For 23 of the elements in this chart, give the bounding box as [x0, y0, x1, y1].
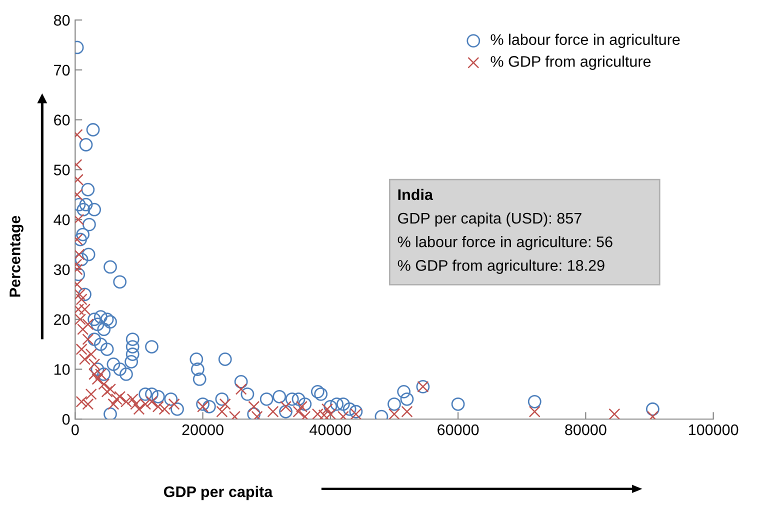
y-axis-title: Percentage: [10, 216, 24, 297]
y-tick-label: 70: [54, 64, 70, 76]
y-tick-label: 60: [54, 114, 70, 126]
y-tick-label: 20: [54, 314, 70, 326]
annotation: % labour force in agriculture: 56: [398, 236, 612, 250]
y-tick-label: 0: [62, 414, 70, 425]
y-tick-label: 10: [54, 364, 70, 375]
annotation: % GDP from agriculture: 18.29: [398, 260, 604, 274]
x-tick-label: 40000: [310, 424, 352, 436]
x-tick-label: 0: [72, 424, 79, 436]
y-tick-label: 40: [54, 214, 70, 226]
x-tick-label: 20000: [182, 424, 224, 436]
y-tick-label: 80: [54, 14, 70, 26]
y-tick-label: 30: [54, 264, 70, 276]
legend-label: % labour force in agriculture: [490, 34, 680, 48]
x-axis-title: GDP per capita: [164, 486, 273, 500]
x-tick-label: 60000: [438, 424, 479, 436]
y-tick-label: 50: [54, 164, 70, 176]
annotation: India: [398, 188, 434, 200]
x-tick-label: 80000: [565, 424, 606, 436]
annotation: GDP per capita (USD): 857: [398, 212, 582, 227]
legend-label: % GDP from agriculture: [490, 56, 651, 70]
x-tick-label: 100000: [688, 424, 738, 436]
